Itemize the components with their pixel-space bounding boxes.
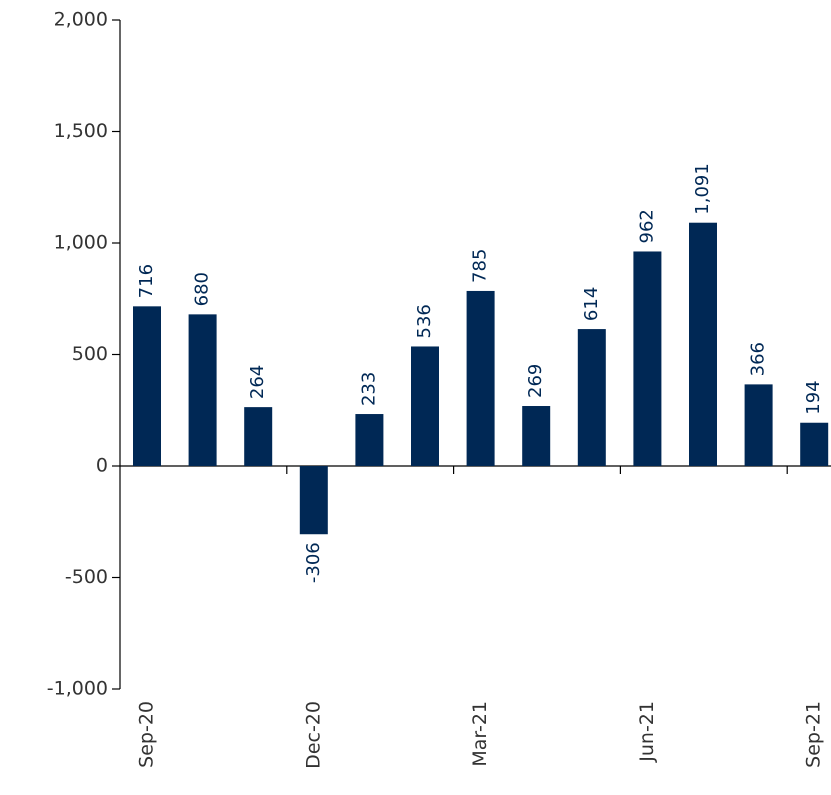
y-tick-label: -500: [65, 566, 108, 588]
bar: [133, 306, 161, 466]
data-label: 785: [470, 249, 491, 283]
bar: [466, 290, 495, 466]
bar: [299, 466, 328, 535]
bar: [522, 406, 551, 466]
data-label: 680: [192, 272, 213, 306]
data-label: -306: [303, 542, 324, 583]
data-label: 536: [414, 304, 435, 338]
bar: [633, 251, 662, 466]
data-label: 264: [247, 365, 268, 399]
data-label: 194: [803, 380, 824, 414]
data-label: 716: [136, 264, 157, 298]
data-label: 614: [581, 287, 602, 321]
x-tick-label: Jun-21: [636, 701, 658, 763]
y-tick-label: 500: [72, 343, 108, 365]
bar: [577, 329, 606, 466]
y-tick-label: -1,000: [47, 678, 108, 700]
data-label: 269: [525, 364, 546, 398]
data-label: 962: [636, 209, 657, 243]
x-tick-label: Sep-20: [136, 701, 158, 768]
y-tick-label: 1,500: [54, 120, 108, 142]
y-tick-label: 0: [96, 455, 108, 477]
bar: [244, 407, 273, 466]
x-tick-label: Dec-20: [302, 701, 324, 769]
y-tick-label: 1,000: [54, 232, 108, 254]
y-tick-label: 2,000: [54, 9, 108, 31]
bar: [689, 222, 717, 466]
bar: [744, 384, 773, 466]
data-label: 233: [358, 372, 379, 406]
bar: [411, 346, 439, 466]
x-tick-label: Mar-21: [469, 701, 491, 767]
data-label: 1,091: [692, 163, 713, 215]
bar: [800, 422, 829, 466]
bar: [188, 314, 217, 466]
x-tick-label: Sep-21: [803, 701, 825, 768]
data-label: 366: [748, 342, 769, 376]
bar: [355, 414, 384, 466]
